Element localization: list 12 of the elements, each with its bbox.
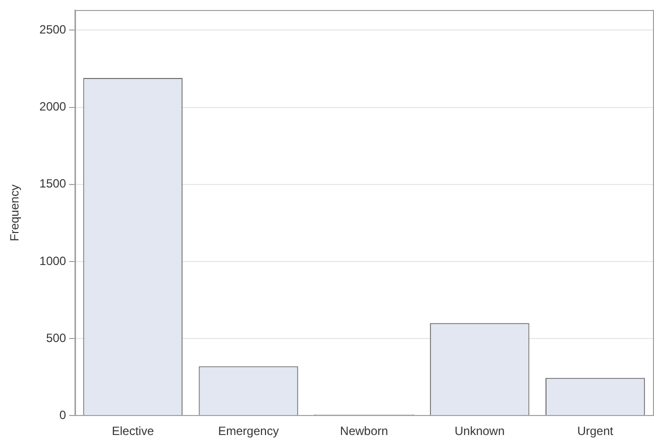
y-tick-label: 2500 <box>39 22 66 37</box>
y-axis-title: Frequency <box>8 184 22 242</box>
x-tick-label: Newborn <box>340 424 388 438</box>
y-tick-label: 1000 <box>39 254 66 268</box>
y-tick-label: 1500 <box>39 176 66 191</box>
x-tick-label: Emergency <box>218 424 279 438</box>
x-tick-label: Unknown <box>454 424 505 438</box>
y-tick-label: 500 <box>46 330 66 345</box>
y-tick-label: 2000 <box>39 100 66 114</box>
y-tick-label: 0 <box>59 408 66 422</box>
x-tick-label: Elective <box>112 424 154 438</box>
x-tick-label: Urgent <box>577 424 614 438</box>
